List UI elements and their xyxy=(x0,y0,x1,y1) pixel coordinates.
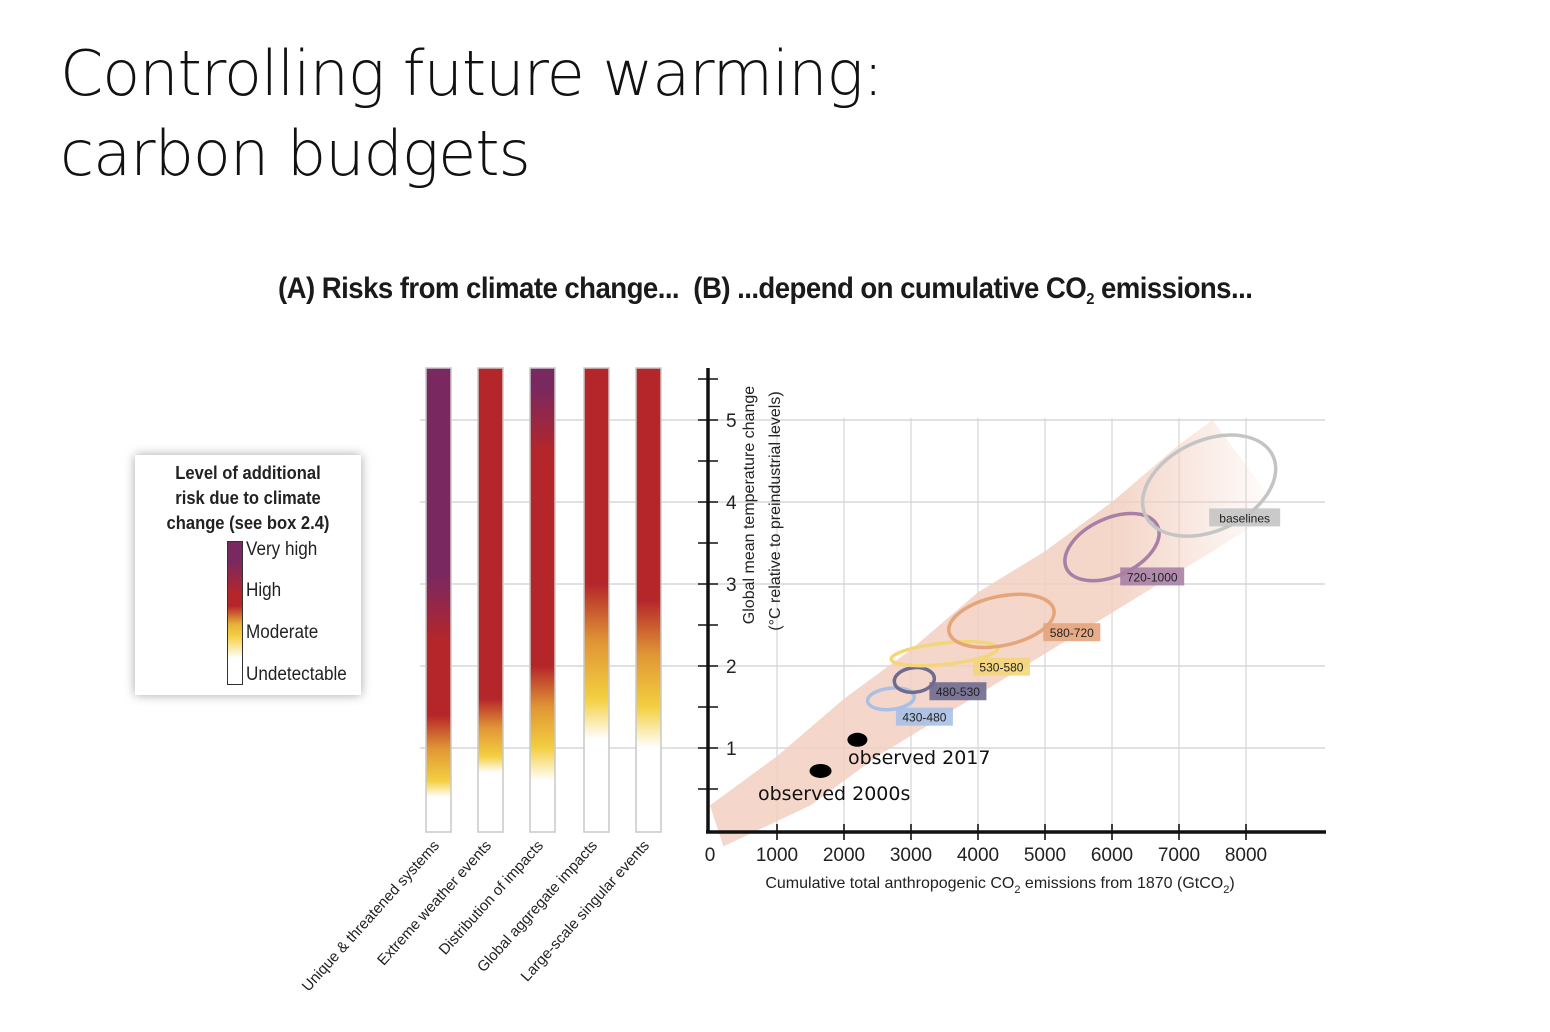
slide-title-line-1: Controlling future warming: xyxy=(60,37,884,110)
risk-bar xyxy=(425,367,452,833)
legend-title-line: change (see box 2.4) xyxy=(166,513,330,533)
x-tick-label: 3000 xyxy=(890,845,932,866)
risk-level-legend: Level of additional risk due to climate … xyxy=(135,455,361,695)
y-axis-title-line-2: (°C relative to preindustrial levels) xyxy=(767,391,784,630)
scenario-ellipse xyxy=(947,592,1056,650)
y-tick-label: 5 xyxy=(726,411,737,432)
slide-title: Controlling future warming: carbon budge… xyxy=(60,34,1060,194)
panel-b-heading-text: (B) ...depend on cumulative CO xyxy=(693,272,1087,305)
legend-title-line: Level of additional xyxy=(175,463,321,483)
legend-label-high: High xyxy=(246,580,282,601)
risk-bar xyxy=(529,367,556,833)
scenario-label: baselines xyxy=(1219,511,1270,525)
slide-title-line-2: carbon budgets xyxy=(60,117,531,190)
scenario-label-bg xyxy=(1209,508,1281,527)
scenario-ellipse xyxy=(892,665,937,695)
panel-b-heading-end: emissions... xyxy=(1093,272,1253,305)
observations: observed 2000s observed 2017 xyxy=(758,732,990,805)
legend-color-scale xyxy=(227,541,243,685)
x-tick-label: 2000 xyxy=(823,845,865,866)
scenario-ellipse xyxy=(865,686,916,712)
x-tick-label: 1000 xyxy=(756,845,798,866)
risk-bar xyxy=(583,367,610,833)
y-tick-label: 4 xyxy=(726,493,737,514)
scenario-label-bg xyxy=(972,657,1030,676)
legend-title: Level of additional risk due to climate … xyxy=(144,461,352,536)
legend-title-line: risk due to climate xyxy=(175,488,321,508)
scenario-ellipse xyxy=(1140,433,1278,538)
observation-point xyxy=(847,732,868,747)
risk-bar xyxy=(635,367,662,833)
scenario-label: 430-480 xyxy=(902,711,946,725)
panel-a-heading: (A) Risks from climate change... xyxy=(278,272,680,305)
scenario-label: 580-720 xyxy=(1050,626,1094,640)
scenario-ellipses: 430-480 480-530 530-580 580-720 720-1000 base… xyxy=(865,433,1281,726)
y-tick-label: 3 xyxy=(726,575,737,596)
risk-category-label: Distribution of impacts xyxy=(436,837,547,958)
chart-axes: 1 2 3 4 5 0 1000 2000 3000 4000 5000 6000 7000 8000 Cu… xyxy=(698,368,1326,896)
scenario-label-bg xyxy=(895,707,953,726)
observation-point xyxy=(809,763,832,778)
panel-b-subscript: 2 xyxy=(1086,291,1094,308)
risk-bar xyxy=(477,367,504,833)
scenario-label-bg xyxy=(1120,567,1185,586)
scenario-label: 480-530 xyxy=(936,685,980,699)
x-tick-label: 8000 xyxy=(1225,845,1267,866)
x-tick-label: 6000 xyxy=(1091,845,1133,866)
panel-b-heading: (B) ...depend on cumulative CO2 emission… xyxy=(693,272,1253,308)
figure-panel-heading: (A) Risks from climate change... (B) ...… xyxy=(278,272,1253,309)
legend-label-very-high: Very high xyxy=(246,539,318,560)
x-tick-label: 7000 xyxy=(1158,845,1200,866)
y-tick-label: 2 xyxy=(726,657,737,678)
observation-label: observed 2017 xyxy=(848,747,990,769)
legend-label-moderate: Moderate xyxy=(246,622,319,643)
x-tick-label: 0 xyxy=(705,845,716,866)
x-tick-label: 5000 xyxy=(1024,845,1066,866)
legend-label-undetectable: Undetectable xyxy=(246,664,347,685)
scenario-label: 530-580 xyxy=(979,661,1023,675)
y-axis-title-line-1: Global mean temperature change xyxy=(741,386,758,624)
y-tick-label: 1 xyxy=(726,739,737,760)
scenario-label-bg xyxy=(929,682,987,701)
observation-label: observed 2000s xyxy=(758,783,910,805)
risk-bars xyxy=(425,367,662,833)
x-axis-title: Cumulative total anthropogenic CO2 emiss… xyxy=(765,875,1234,896)
x-tick-label: 4000 xyxy=(957,845,999,866)
scenario-label-bg xyxy=(1043,623,1101,642)
scenario-label: 720-1000 xyxy=(1127,570,1178,584)
